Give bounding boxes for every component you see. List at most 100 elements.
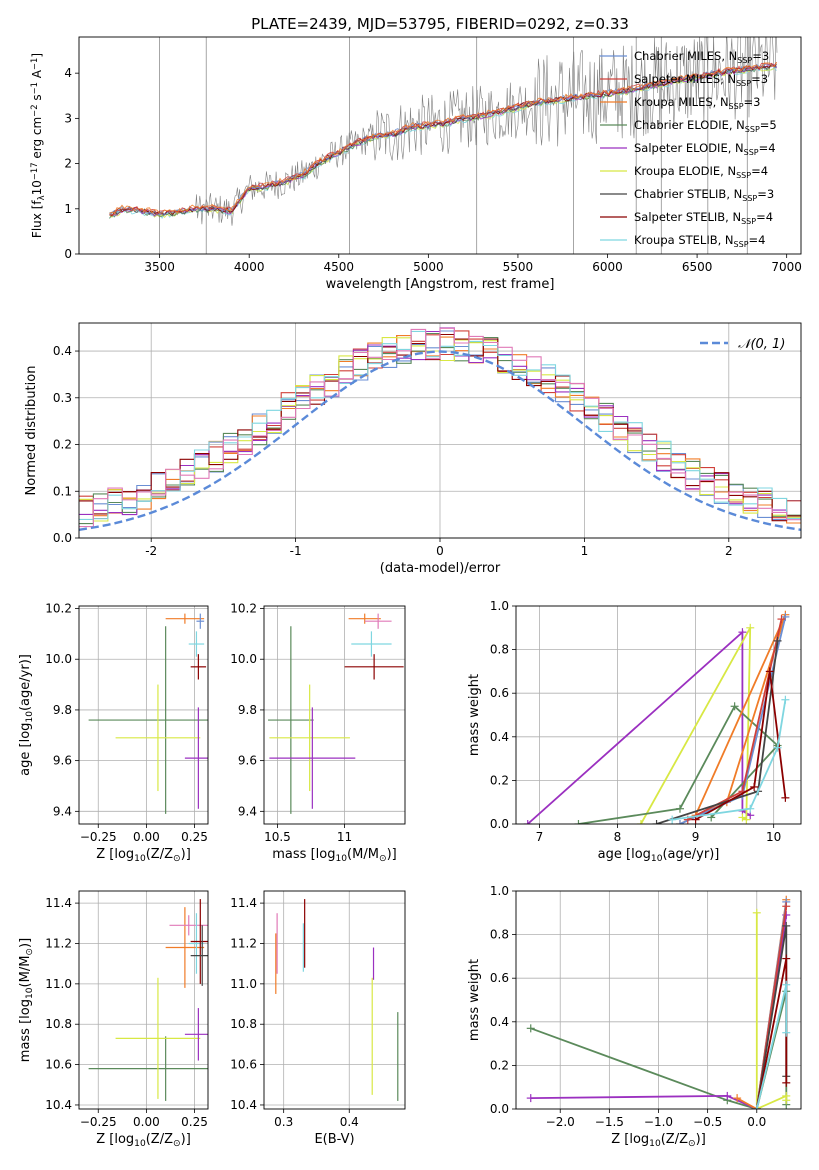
- x-axis-label-part: Z [log: [96, 847, 134, 862]
- x-tick-label: 7: [536, 830, 544, 844]
- y-axis-label-part: ]: [30, 53, 44, 58]
- y-tick-label: 10.2: [45, 602, 72, 616]
- x-axis-label: Z [log10(Z/Z⊙)]: [96, 847, 191, 864]
- x-tick-label: 5000: [413, 260, 444, 274]
- y-tick-label: 4: [64, 66, 72, 80]
- legend-tail: =4: [751, 164, 768, 178]
- model-line: [109, 61, 777, 214]
- y-tick-label: 9.4: [238, 804, 257, 818]
- y-axis-label-part: −1: [29, 82, 39, 94]
- y-axis-label-part: 10: [25, 711, 35, 723]
- x-tick-label: 10.5: [264, 830, 291, 844]
- legend-label: Kroupa ELODIE, N: [634, 164, 736, 178]
- y-tick-label: 10.8: [45, 1017, 72, 1031]
- x-tick-label: −1.5: [595, 1115, 624, 1129]
- legend-label: Chabrier ELODIE, N: [634, 118, 745, 132]
- x-tick-label: 0.00: [133, 830, 160, 844]
- x-tick-label: 10: [766, 830, 781, 844]
- axes-frame: [263, 890, 406, 1110]
- y-tick-label: 0.6: [490, 971, 509, 985]
- x-axis-label-part: 10: [649, 1139, 661, 1149]
- y-tick-label: 0.4: [490, 730, 509, 744]
- x-tick-label: 1: [581, 544, 589, 558]
- axes-frame: [78, 605, 209, 825]
- x-axis-label-part: (Z/Z: [146, 847, 173, 862]
- y-axis-label-part: −1: [29, 58, 39, 70]
- y-axis-label-part: (M/M: [18, 956, 33, 988]
- y-axis-label-part: 10: [30, 180, 44, 195]
- y-tick-label: 0.8: [490, 643, 509, 657]
- legend-sub: SSP: [744, 148, 759, 157]
- x-axis-label-part: )]: [181, 847, 191, 862]
- y-tick-label: 0.2: [53, 438, 72, 452]
- y-axis-label-part: (age/yr)]: [18, 654, 33, 711]
- x-tick-label: −1.0: [644, 1115, 673, 1129]
- series-line: [695, 671, 787, 821]
- legend-entry: Salpeter ELODIE, NSSP=4: [634, 141, 776, 157]
- legend-sub: SSP: [736, 171, 751, 180]
- legend-tail: =3: [744, 95, 761, 109]
- x-tick-label: 0: [436, 544, 444, 558]
- x-axis-label-part: (age/yr)]: [662, 847, 719, 862]
- x-axis-label: E(B-V): [314, 1132, 354, 1147]
- x-tick-label: 4000: [234, 260, 265, 274]
- y-tick-label: 11.0: [45, 977, 72, 991]
- panel-residuals: -2 -1 0 1 2 0.0 0.1 0.2 0.3 0.4 (data-model)/error…: [24, 322, 802, 576]
- y-tick-label: 0.4: [490, 1015, 509, 1029]
- y-tick-label: 1.0: [490, 599, 509, 613]
- x-axis-label-part: ⊙: [173, 854, 181, 864]
- legend-entry: Salpeter STELIB, NSSP=4: [634, 210, 773, 226]
- x-axis-label-part: )]: [181, 1132, 191, 1147]
- y-axis-label-part: A: [30, 69, 44, 82]
- y-tick-label: 0.6: [490, 686, 509, 700]
- plot-area: [523, 610, 790, 824]
- plot-area: [88, 899, 208, 1101]
- axes-frame: [78, 322, 802, 539]
- x-axis-label: (data-model)/error: [380, 561, 501, 576]
- panel-age_vs_mass: 10.5 11 9.4 9.6 9.8 10.0 10.2 mass [log10(M/M⊙)…: [230, 602, 406, 864]
- x-axis-label: mass [log10(M/M⊙)]: [272, 847, 396, 864]
- x-axis-label-part: (Z/Z: [661, 1132, 688, 1147]
- panel-spectrum: 3500 4000 4500 5000 5500 6000 6500 7000 0 1 2 3 4 wav…: [29, 36, 802, 292]
- y-tick-label: 0.2: [490, 773, 509, 787]
- axes-frame: [515, 605, 802, 825]
- legend-entry: Chabrier MILES, NSSP=3: [634, 49, 769, 65]
- x-axis-label-part: (Z/Z: [146, 1132, 173, 1147]
- x-axis-label-part: 10: [335, 854, 347, 864]
- y-axis-label-part: s: [30, 94, 44, 104]
- normal-curve: [79, 350, 801, 531]
- legend-entry: Chabrier STELIB, NSSP=3: [634, 187, 774, 203]
- legend-sub: SSP: [729, 102, 744, 111]
- legend-entry: Chabrier ELODIE, NSSP=5: [634, 118, 777, 134]
- y-tick-label: 10.4: [230, 1098, 257, 1112]
- x-tick-label: 0.25: [181, 830, 208, 844]
- y-axis-label: mass weight: [467, 959, 482, 1041]
- x-tick-label: 0.00: [133, 1115, 160, 1129]
- plot-area: [109, 37, 778, 254]
- y-tick-label: 10.6: [45, 1058, 72, 1072]
- axes-frame: [263, 605, 406, 825]
- y-axis-label: age [log10(age/yr)]: [18, 654, 35, 776]
- y-tick-label: 0.2: [490, 1058, 509, 1072]
- y-axis-label-part: −17: [29, 162, 39, 180]
- x-tick-label: −0.25: [80, 830, 117, 844]
- y-tick-label: 0.3: [53, 391, 72, 405]
- y-tick-label: 9.8: [53, 703, 72, 717]
- legend-label: Salpeter STELIB, N: [634, 210, 741, 224]
- x-axis-label-part: age [log: [598, 847, 651, 862]
- y-axis-label-part: erg cm: [30, 117, 44, 163]
- x-tick-label: 11: [337, 830, 352, 844]
- y-axis-label: Normed distribution: [24, 366, 39, 496]
- y-tick-label: 11.2: [45, 936, 72, 950]
- x-axis-label: Z [log10(Z/Z⊙)]: [611, 1132, 706, 1149]
- y-tick-label: 9.4: [53, 804, 72, 818]
- y-tick-label: 9.6: [238, 754, 257, 768]
- x-axis-label-part: Z [log: [611, 1132, 649, 1147]
- legend-sub: SSP: [736, 79, 751, 88]
- x-axis-label-part: mass [log: [272, 847, 335, 862]
- panels-layer: 3500 4000 4500 5000 5500 6000 6500 7000 0 1 2 3 4 wav…: [18, 36, 802, 1149]
- y-tick-label: 0.1: [53, 484, 72, 498]
- plot-area: [79, 327, 801, 531]
- y-tick-label: 11.2: [230, 936, 257, 950]
